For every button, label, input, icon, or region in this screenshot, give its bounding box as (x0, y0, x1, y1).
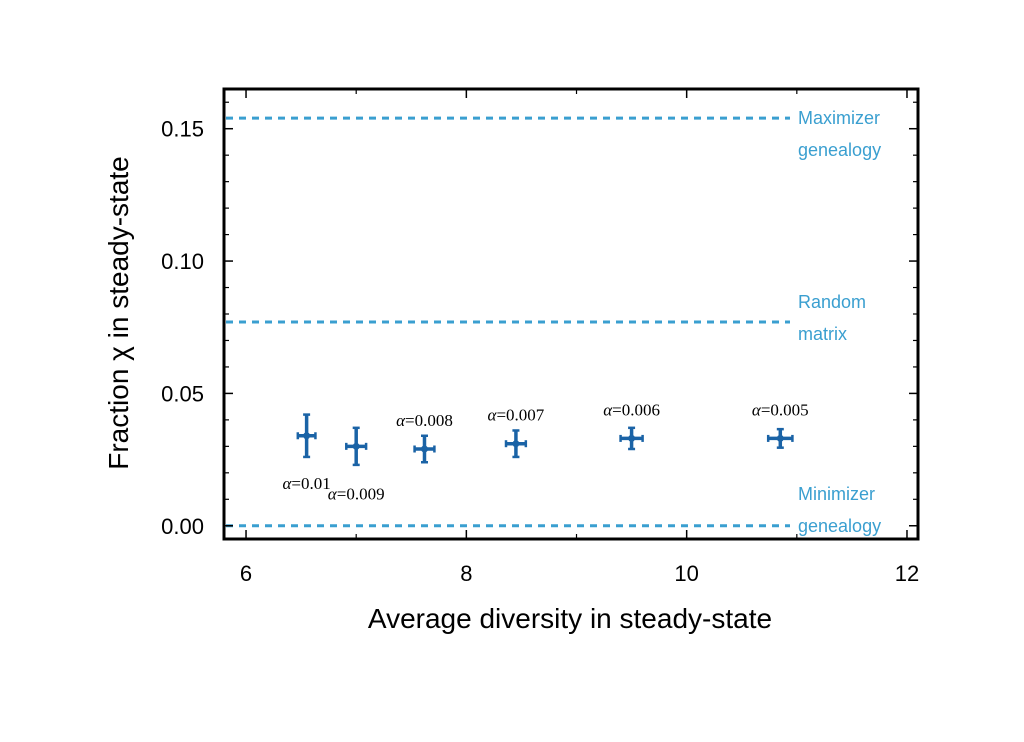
point-marker (303, 432, 311, 440)
data-point (345, 426, 368, 467)
data-point (504, 429, 528, 459)
reference-line-label: genealogy (798, 516, 881, 536)
point-label: α=0.006 (603, 400, 660, 419)
point-label-value: =0.007 (496, 406, 544, 425)
point-label-value: =0.005 (761, 400, 809, 419)
y-tick-label: 0.00 (161, 514, 204, 539)
reference-line-label: Maximizer (798, 108, 880, 128)
point-label-symbol: α (488, 406, 498, 425)
x-tick-label: 10 (674, 561, 698, 586)
y-axis-label: Fraction χ in steady-state (103, 156, 134, 470)
y-tick-label: 0.05 (161, 381, 204, 406)
point-label-symbol: α (328, 484, 338, 503)
y-tick-label: 0.15 (161, 117, 204, 142)
point-label: α=0.009 (328, 484, 385, 503)
plot-frame (222, 87, 920, 541)
x-tick-label: 12 (895, 561, 919, 586)
point-label: α=0.01 (282, 474, 330, 493)
point-label: α=0.008 (396, 411, 453, 430)
tick-labels: 6 8 10 12 0.00 0.05 0.10 0.15 (161, 117, 919, 586)
x-tick-label: 8 (460, 561, 472, 586)
point-marker (352, 442, 360, 450)
reference-line-label: matrix (798, 324, 847, 344)
point-label-symbol: α (752, 400, 762, 419)
point-label-symbol: α (282, 474, 292, 493)
data-points (296, 413, 794, 467)
data-point (413, 434, 436, 464)
reference-line-label: Minimizer (798, 484, 875, 504)
reference-line-label: Random (798, 292, 866, 312)
point-label-symbol: α (603, 400, 613, 419)
y-tick-label: 0.10 (161, 249, 204, 274)
point-marker (420, 445, 428, 453)
point-label-value: =0.006 (612, 400, 660, 419)
point-label: α=0.007 (488, 406, 545, 425)
point-marker (776, 434, 784, 442)
point-label-value: =0.008 (405, 411, 453, 430)
x-tick-label: 6 (240, 561, 252, 586)
x-axis-label: Average diversity in steady-state (368, 603, 772, 634)
reference-line-label: genealogy (798, 140, 881, 160)
point-marker (512, 440, 520, 448)
data-point (619, 426, 644, 451)
point-label-symbol: α (396, 411, 406, 430)
point-label-value: =0.009 (337, 484, 385, 503)
point-label-value: =0.01 (291, 474, 330, 493)
data-point (296, 413, 317, 459)
data-point (766, 427, 794, 449)
reference-line-labels: Maximizer genealogy Random matrix Minimizer g… (798, 108, 881, 536)
point-marker (628, 434, 636, 442)
point-label: α=0.005 (752, 400, 809, 419)
reference-lines (226, 116, 790, 528)
